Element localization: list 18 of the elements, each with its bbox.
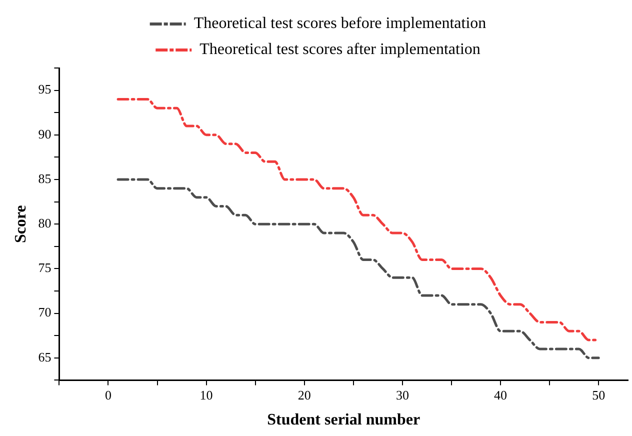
y-axis-title: Score bbox=[12, 205, 30, 244]
y-tick-label: 85 bbox=[38, 170, 52, 186]
y-tick-label: 75 bbox=[38, 260, 52, 276]
x-tick-label: 30 bbox=[396, 387, 409, 402]
x-axis-title: Student serial number bbox=[267, 412, 420, 429]
x-tick-label: 0 bbox=[104, 387, 112, 402]
line-series bbox=[116, 178, 600, 360]
legend-label: Theoretical test scores before implementation bbox=[194, 15, 486, 32]
legend-label: Theoretical test scores after implementation bbox=[200, 41, 480, 58]
x-tick-label: 20 bbox=[298, 387, 311, 402]
x-tick-label: 50 bbox=[592, 387, 606, 402]
x-tick-label: 40 bbox=[494, 387, 508, 402]
y-tick-label: 90 bbox=[38, 126, 52, 142]
y-tick-label: 70 bbox=[38, 304, 52, 320]
y-tick-label: 65 bbox=[38, 349, 52, 364]
y-tick-label: 80 bbox=[38, 216, 52, 231]
y-tick-label: 95 bbox=[38, 82, 52, 97]
x-tick-label: 10 bbox=[200, 387, 213, 402]
